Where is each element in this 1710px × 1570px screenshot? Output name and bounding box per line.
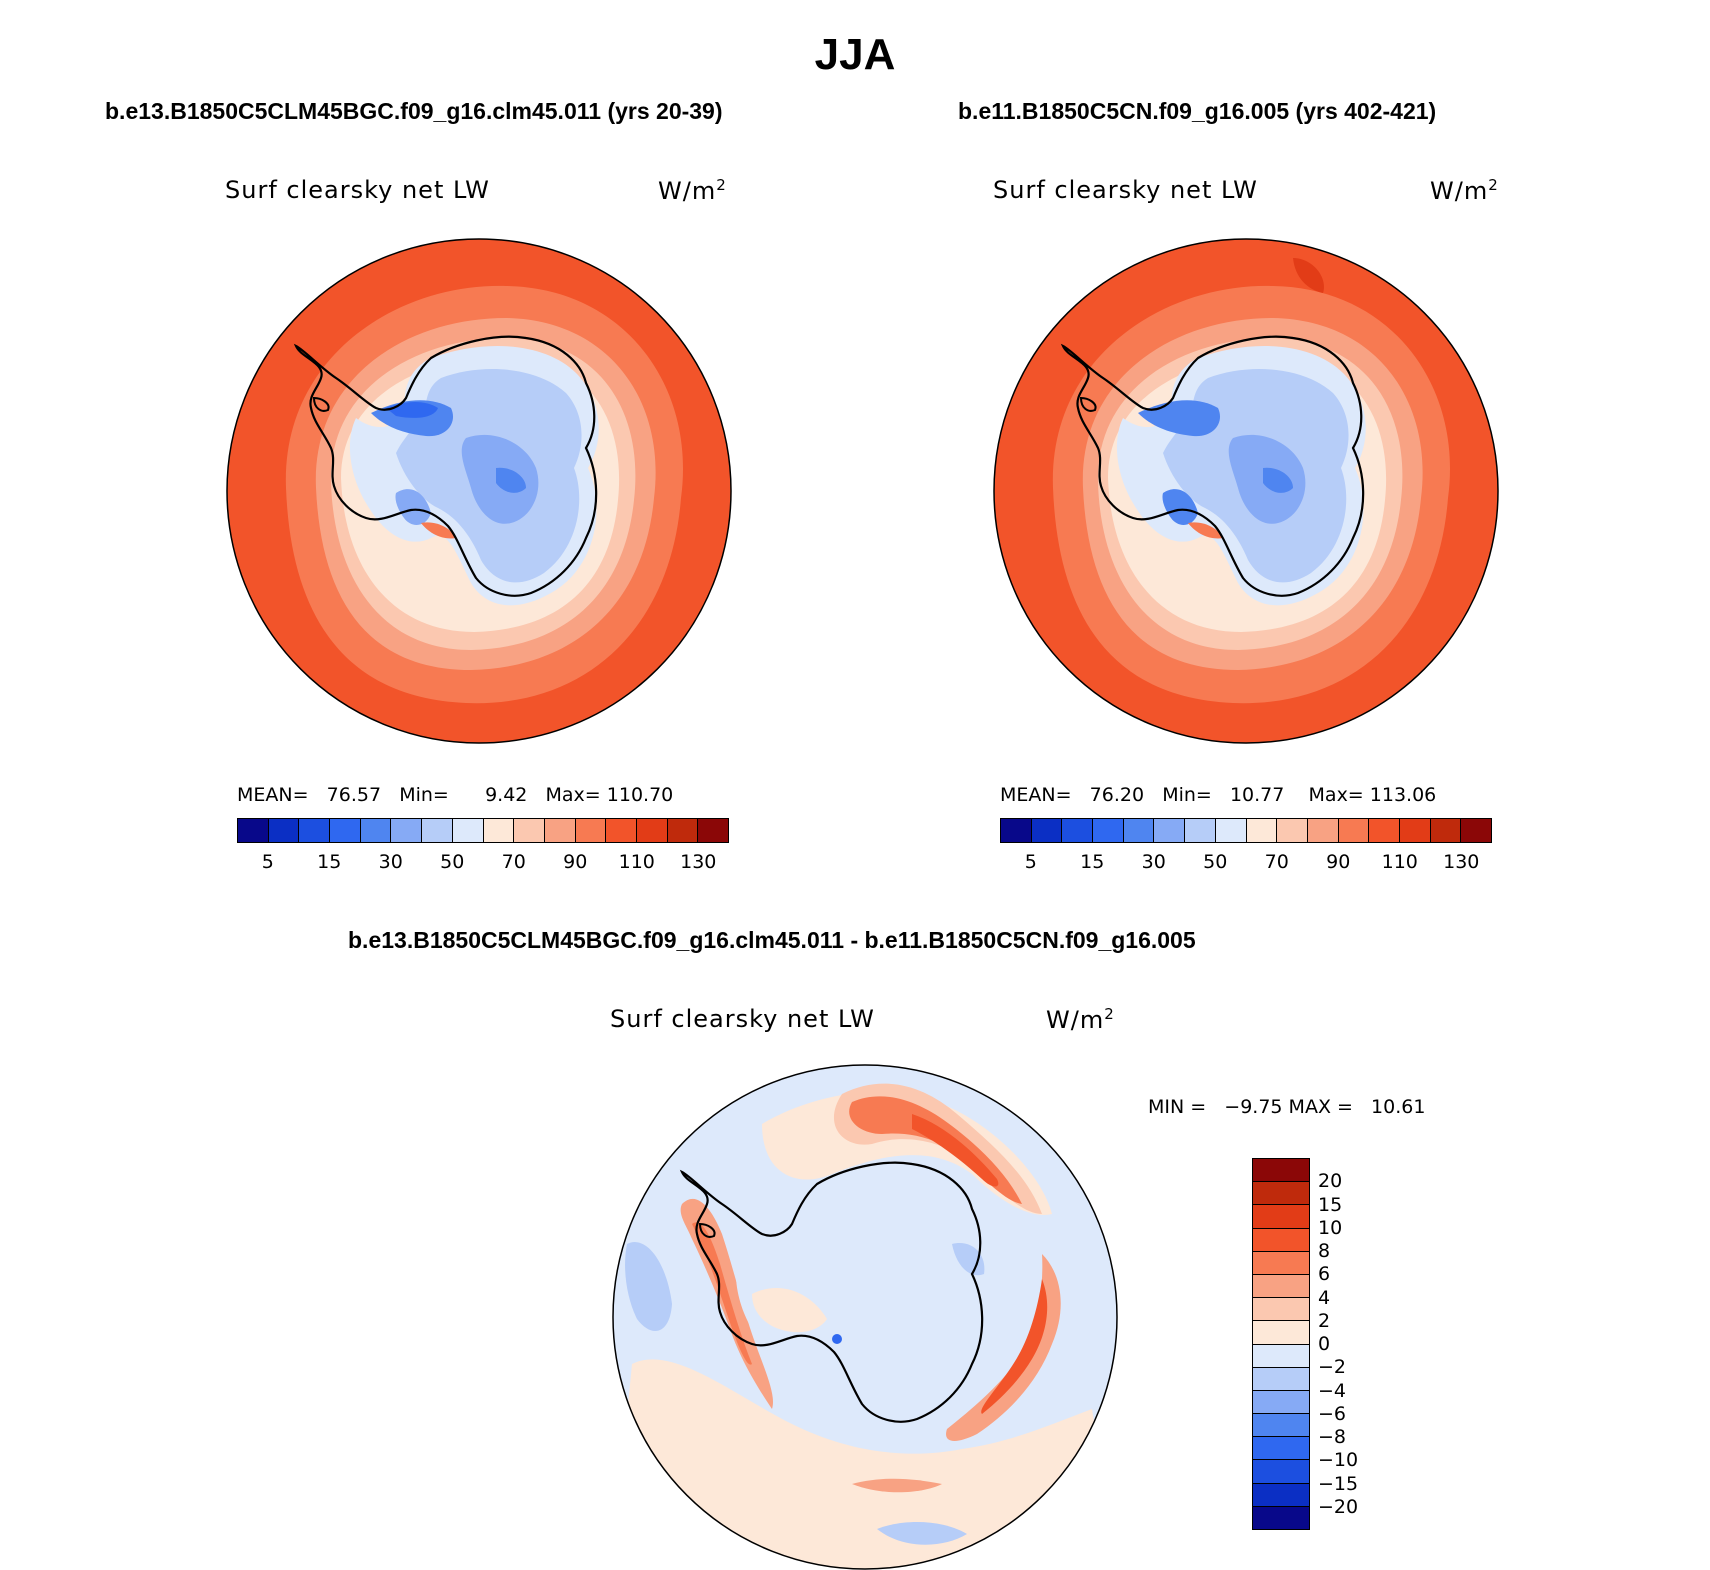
panel1-variable-label: Surf clearsky net LW [225, 176, 490, 204]
colorbar-tick-label: 110 [618, 851, 655, 873]
colorbar-swatch [1246, 819, 1278, 842]
colorbar-swatch [330, 819, 361, 842]
colorbar-tick-label: 70 [1264, 851, 1289, 873]
colorbar-tick-label: 15 [1318, 1193, 1343, 1216]
colorbar-tick-label: 4 [1318, 1286, 1331, 1309]
colorbar-tick-label: 20 [1318, 1170, 1343, 1193]
colorbar-swatch [422, 819, 453, 842]
colorbar-swatch [1253, 1228, 1309, 1252]
colorbar-swatch [483, 819, 515, 842]
colorbar-swatch [452, 819, 484, 842]
colorbar-swatch [1253, 1414, 1309, 1438]
colorbar-tick-label: 6 [1318, 1263, 1331, 1286]
colorbar-tick-label: 50 [1203, 851, 1228, 873]
colorbar-swatch [667, 819, 699, 842]
diff-units-label: W/m2 [1046, 1005, 1115, 1034]
colorbar-swatch [1253, 1506, 1309, 1529]
colorbar-tick-label: −6 [1318, 1402, 1347, 1425]
diff-colorbar [1252, 1158, 1310, 1530]
colorbar-swatch [299, 819, 331, 842]
panel2-case-title: b.e11.B1850C5CN.f09_g16.005 (yrs 402-421… [958, 98, 1437, 124]
panel2-polar-map [993, 238, 1499, 744]
colorbar-swatch [268, 819, 300, 842]
diff-minmax: MIN = −9.75 MAX = 10.61 [1148, 1096, 1426, 1118]
colorbar-swatch [1338, 819, 1370, 842]
colorbar-tick-label: 5 [1024, 851, 1037, 873]
colorbar-tick-label: 30 [1141, 851, 1166, 873]
colorbar-swatch [698, 819, 728, 842]
colorbar-swatch [575, 819, 607, 842]
colorbar-swatch [391, 819, 423, 842]
colorbar-tick-label: −8 [1318, 1426, 1347, 1448]
colorbar-swatch [1253, 1182, 1309, 1206]
colorbar-tick-label: 90 [1326, 851, 1351, 873]
colorbar-swatch [1307, 819, 1339, 842]
panel1-stats: MEAN= 76.57 Min= 9.42 Max= 110.70 [237, 784, 674, 806]
colorbar-swatch [1253, 1344, 1309, 1368]
colorbar-swatch [1253, 1460, 1309, 1484]
colorbar-swatch [1277, 819, 1308, 842]
diff-variable-label: Surf clearsky net LW [610, 1005, 875, 1033]
colorbar-swatch [1154, 819, 1186, 842]
colorbar-swatch [1253, 1321, 1309, 1345]
colorbar-tick-label: 8 [1318, 1240, 1331, 1262]
colorbar-swatch [1461, 819, 1491, 842]
panel1-polar-map [226, 238, 732, 744]
colorbar-swatch [544, 819, 576, 842]
colorbar-swatch [1253, 1159, 1309, 1183]
colorbar-tick-label: 110 [1381, 851, 1418, 873]
colorbar-swatch [1253, 1437, 1309, 1461]
panel1-colorbar [237, 818, 729, 843]
colorbar-tick-label: 5 [261, 851, 274, 873]
colorbar-swatch [636, 819, 668, 842]
colorbar-tick-label: −20 [1318, 1495, 1359, 1518]
colorbar-tick-label: −15 [1318, 1472, 1359, 1495]
colorbar-swatch [514, 819, 545, 842]
colorbar-swatch [1253, 1205, 1309, 1229]
panel2-units-label: W/m2 [1430, 176, 1499, 205]
colorbar-tick-label: 70 [501, 851, 526, 873]
main-title: JJA [814, 30, 896, 79]
colorbar-tick-label: 10 [1318, 1216, 1343, 1239]
colorbar-swatch [1215, 819, 1247, 842]
colorbar-swatch [1093, 819, 1124, 842]
colorbar-tick-label: 30 [378, 851, 403, 873]
colorbar-tick-label: −2 [1318, 1356, 1347, 1379]
colorbar-tick-label: 50 [440, 851, 465, 873]
colorbar-swatch [1185, 819, 1216, 842]
panel1-case-title: b.e13.B1850C5CLM45BGC.f09_g16.clm45.011 … [105, 98, 723, 124]
colorbar-tick-label: 130 [1443, 851, 1480, 873]
colorbar-swatch [1062, 819, 1094, 842]
colorbar-swatch [606, 819, 637, 842]
colorbar-swatch [1123, 819, 1155, 842]
colorbar-tick-label: 2 [1318, 1309, 1331, 1332]
colorbar-tick-label: 130 [680, 851, 717, 873]
colorbar-tick-label: −4 [1318, 1379, 1347, 1402]
colorbar-swatch [1253, 1298, 1309, 1322]
diff-case-title: b.e13.B1850C5CLM45BGC.f09_g16.clm45.011 … [348, 927, 1196, 953]
colorbar-tick-label: 15 [317, 851, 342, 873]
panel1-units-label: W/m2 [658, 176, 727, 205]
colorbar-tick-label: 15 [1080, 851, 1105, 873]
panel2-variable-label: Surf clearsky net LW [993, 176, 1258, 204]
colorbar-swatch [360, 819, 392, 842]
colorbar-tick-label: 0 [1318, 1333, 1331, 1355]
colorbar-swatch [1399, 819, 1431, 842]
colorbar-swatch [1031, 819, 1063, 842]
colorbar-swatch [1001, 819, 1032, 842]
colorbar-swatch [1253, 1367, 1309, 1391]
panel2-stats: MEAN= 76.20 Min= 10.77 Max= 113.06 [1000, 784, 1437, 806]
colorbar-swatch [1253, 1251, 1309, 1275]
diff-polar-map [612, 1064, 1118, 1570]
colorbar-swatch [1253, 1274, 1309, 1299]
colorbar-swatch [1369, 819, 1400, 842]
colorbar-swatch [1253, 1483, 1309, 1507]
colorbar-tick-label: −10 [1318, 1449, 1359, 1472]
colorbar-tick-label: 90 [563, 851, 588, 873]
panel2-colorbar [1000, 818, 1492, 843]
colorbar-swatch [1430, 819, 1462, 842]
colorbar-swatch [238, 819, 269, 842]
colorbar-swatch [1253, 1390, 1309, 1415]
